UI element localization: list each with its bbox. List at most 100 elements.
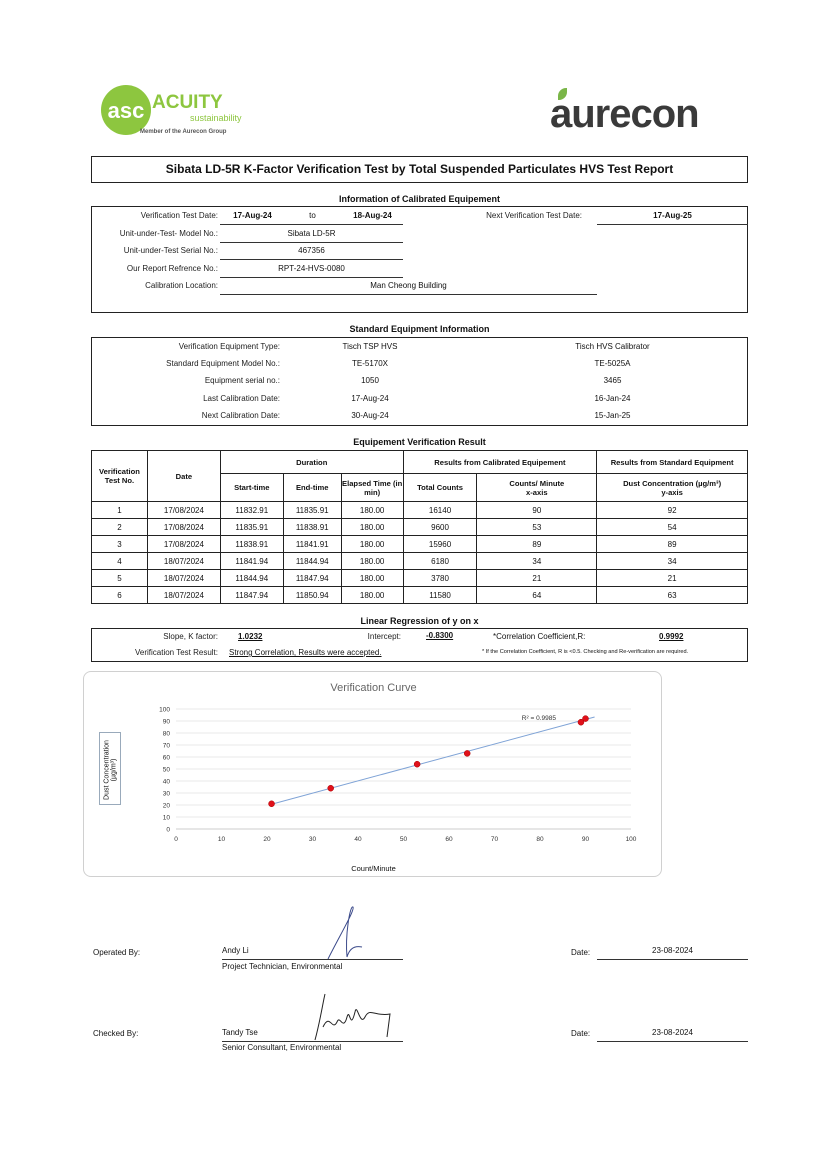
chart-plot: 0 10 20 30 40 50 60 70 80 90 100 0 10 20 30 40 50 60 70 80 9… xyxy=(159,707,637,844)
table-cell: 6 xyxy=(91,586,148,604)
table-cell: 180.00 xyxy=(340,518,404,536)
header-standard: Results from Standard Equipment xyxy=(596,450,748,474)
x-tick-label: 70 xyxy=(491,836,499,843)
table-cell: 18/07/2024 xyxy=(146,586,221,604)
standard-row-value-a: 30-Aug-24 xyxy=(351,410,389,420)
standard-row-label: Next Calibration Date: xyxy=(201,410,280,420)
table-cell: 11847.94 xyxy=(219,586,284,604)
header-dust: Dust Concentration (µg/m³) y-axis xyxy=(596,473,748,502)
standard-row-value-b: 15-Jan-25 xyxy=(594,410,631,420)
calibrated-heading: Information of Calibrated Equipement xyxy=(338,194,500,204)
data-point xyxy=(268,800,275,808)
acuity-logo: asc ACUITY sustainability Member of the … xyxy=(100,84,245,140)
x-tick-label: 10 xyxy=(218,836,226,843)
y-tick-label: 100 xyxy=(159,707,170,714)
acuity-mark-icon: asc xyxy=(101,85,151,135)
header-duration: Duration xyxy=(219,450,404,474)
table-cell: 11580 xyxy=(402,586,478,604)
y-tick-label: 90 xyxy=(163,719,171,726)
standard-row-label: Verification Equipment Type: xyxy=(178,342,280,351)
r-squared-label: R² = 0.9985 xyxy=(522,715,557,722)
standard-row-value-a: 17-Aug-24 xyxy=(351,393,389,403)
table-row: 5 18/07/2024 11844.94 11847.94 180.00 3780 21 2… xyxy=(91,569,748,587)
table-cell: 89 xyxy=(476,535,598,553)
data-point xyxy=(327,784,334,792)
x-tick-label: 90 xyxy=(582,836,590,843)
table-cell: 11850.94 xyxy=(282,586,342,604)
standard-row-label: Last Calibration Date: xyxy=(203,393,280,403)
data-point xyxy=(582,715,589,722)
data-point xyxy=(577,718,585,726)
header-start: Start-time xyxy=(219,473,284,502)
table-cell: 3 xyxy=(91,535,148,553)
table-row: 6 18/07/2024 11847.94 11850.94 180.00 11580 64… xyxy=(91,586,748,604)
standard-info-box xyxy=(91,337,748,426)
table-cell: 92 xyxy=(596,501,748,519)
x-tick-label: 40 xyxy=(354,836,362,843)
table-cell: 11847.94 xyxy=(282,569,342,587)
test-date-to: 18-Aug-24 xyxy=(353,211,392,220)
table-cell: 15960 xyxy=(402,535,478,553)
test-date-from: 17-Aug-24 xyxy=(233,211,272,220)
x-tick-label: 0 xyxy=(174,836,178,843)
test-date-label: Verification Test Date: xyxy=(140,211,218,220)
table-cell: 2 xyxy=(91,518,148,536)
r-value: 0.9992 xyxy=(659,632,684,641)
table-cell: 5 xyxy=(91,569,148,587)
regression-heading: Linear Regression of y on x xyxy=(360,616,479,626)
table-cell: 4 xyxy=(91,552,148,570)
table-row: 4 18/07/2024 11841.94 11844.94 180.00 6180 34 3… xyxy=(91,552,748,570)
table-cell: 17/08/2024 xyxy=(146,501,221,519)
table-cell: 89 xyxy=(596,535,748,553)
regression-box xyxy=(91,628,748,662)
standard-row-value-a: TE-5170X xyxy=(351,359,389,369)
x-axis-label: Count/Minute xyxy=(351,864,396,873)
x-tick-label: 20 xyxy=(263,836,271,843)
operated-signature xyxy=(327,906,363,960)
header-test-no: Verification Test No. xyxy=(91,450,148,502)
header-elapsed: Elapsed Time (in min) xyxy=(340,473,404,502)
table-cell: 11835.91 xyxy=(219,518,284,536)
table-cell: 53 xyxy=(476,518,598,536)
table-cell: 180.00 xyxy=(340,552,404,570)
operated-date-label: Date: xyxy=(571,948,591,957)
header-calibrated: Results from Calibrated Equipement xyxy=(402,450,598,474)
table-cell: 11832.91 xyxy=(219,501,284,519)
table-cell: 54 xyxy=(596,518,748,536)
y-tick-label: 40 xyxy=(163,779,171,786)
svg-text:asc: asc xyxy=(108,98,145,123)
location-value: Man Cheong Building xyxy=(220,281,597,295)
regression-note: * If the Correlation Coefficient, R is <… xyxy=(482,649,689,655)
y-tick-label: 30 xyxy=(163,791,171,798)
next-verification-label: Next Verification Test Date: xyxy=(486,211,582,220)
table-cell: 16140 xyxy=(402,501,478,519)
verification-table: Verification Test No. Date Duration Resu… xyxy=(91,450,748,604)
x-tick-label: 100 xyxy=(626,836,637,843)
table-cell: 11838.91 xyxy=(282,518,342,536)
table-cell: 17/08/2024 xyxy=(146,518,221,536)
next-verification-value: 17-Aug-25 xyxy=(597,211,748,225)
result-value: Strong Correlation, Results were accepte… xyxy=(229,648,382,657)
table-cell: 1 xyxy=(91,501,148,519)
data-point xyxy=(413,760,421,768)
y-tick-label: 20 xyxy=(163,803,171,810)
table-cell: 17/08/2024 xyxy=(146,535,221,553)
location-label: Calibration Location: xyxy=(145,281,218,290)
table-cell: 64 xyxy=(476,586,598,604)
result-label: Verification Test Result: xyxy=(134,648,218,657)
header-total: Total Counts xyxy=(402,473,478,502)
r-label: *Correlation Coefficient,R: xyxy=(493,632,586,641)
serial-label: Unit-under-Test Serial No.: xyxy=(123,246,218,255)
table-cell: 90 xyxy=(476,501,598,519)
standard-row-value-b: TE-5025A xyxy=(594,359,631,369)
checked-date-label: Date: xyxy=(571,1029,591,1038)
x-tick-label: 50 xyxy=(400,836,408,843)
standard-row-value-b: Tisch HVS Calibrator xyxy=(575,342,650,351)
y-tick-label: 80 xyxy=(163,731,171,738)
operated-by-label: Operated By: xyxy=(93,948,141,957)
intercept-label: Intercept: xyxy=(367,632,401,641)
trendline xyxy=(271,716,595,805)
to-label: to xyxy=(309,211,316,220)
table-cell: 63 xyxy=(596,586,748,604)
model-label: Unit-under-Test- Model No.: xyxy=(119,229,218,238)
